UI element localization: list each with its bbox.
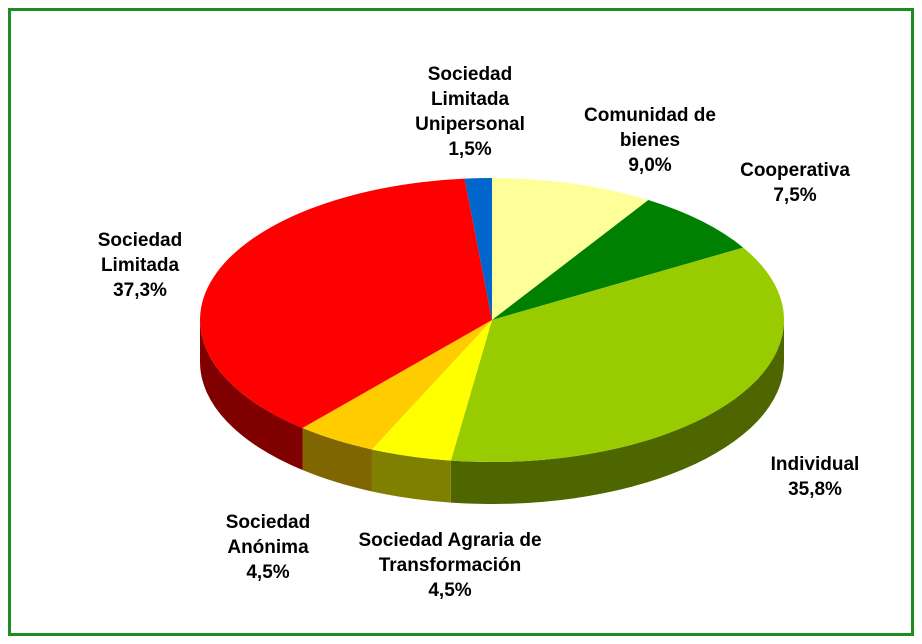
slice-name: Individual	[770, 454, 860, 475]
slice-value: 7,5%	[773, 185, 817, 206]
slice-label: Sociedad Limitada 37,3%	[75, 228, 205, 303]
pie-slice	[371, 320, 492, 461]
pie-slice	[464, 178, 492, 320]
pie-slice	[302, 320, 492, 450]
pie-slice-side	[371, 449, 451, 503]
pie-slice-side	[200, 320, 303, 471]
slice-label: Cooperativa 7,5%	[715, 158, 875, 208]
slice-name: Sociedad Limitada	[97, 230, 183, 276]
pie-slice-side	[450, 320, 784, 505]
pie-slice	[492, 178, 649, 320]
slice-name: Cooperativa	[740, 160, 850, 181]
slice-label: Sociedad Limitada Unipersonal 1,5%	[400, 62, 540, 162]
pie-slice	[450, 247, 785, 462]
slice-name: Sociedad Anónima	[225, 512, 311, 558]
pie-slice	[492, 200, 744, 320]
slice-value: 35,8%	[788, 479, 842, 500]
pie-slice	[199, 178, 492, 429]
slice-name: Comunidad de bienes	[584, 105, 716, 151]
slice-value: 37,3%	[113, 280, 167, 301]
slice-label: Sociedad Agraria de Transformación 4,5%	[335, 528, 565, 603]
slice-label: Sociedad Anónima 4,5%	[203, 510, 333, 585]
slice-value: 1,5%	[448, 139, 492, 160]
slice-label: Comunidad de bienes 9,0%	[570, 103, 730, 178]
slice-name: Sociedad Agraria de Transformación	[358, 530, 542, 576]
slice-value: 4,5%	[428, 580, 472, 601]
slice-name: Sociedad Limitada Unipersonal	[415, 64, 525, 135]
pie-slice-side	[302, 428, 372, 492]
slice-value: 4,5%	[246, 562, 290, 583]
slice-label: Individual 35,8%	[745, 452, 885, 502]
slice-value: 9,0%	[628, 155, 672, 176]
